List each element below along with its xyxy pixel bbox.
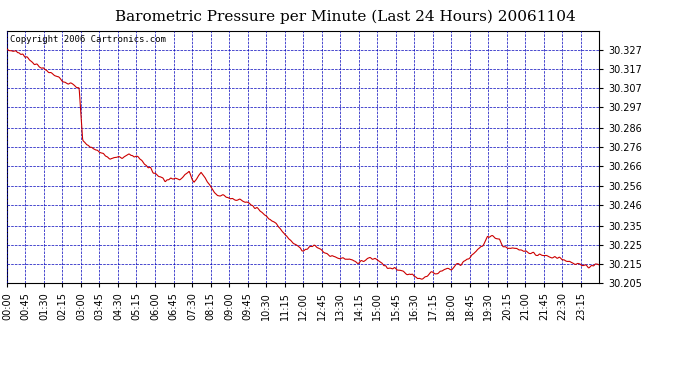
Text: Copyright 2006 Cartronics.com: Copyright 2006 Cartronics.com xyxy=(10,34,166,44)
Text: Barometric Pressure per Minute (Last 24 Hours) 20061104: Barometric Pressure per Minute (Last 24 … xyxy=(115,9,575,24)
